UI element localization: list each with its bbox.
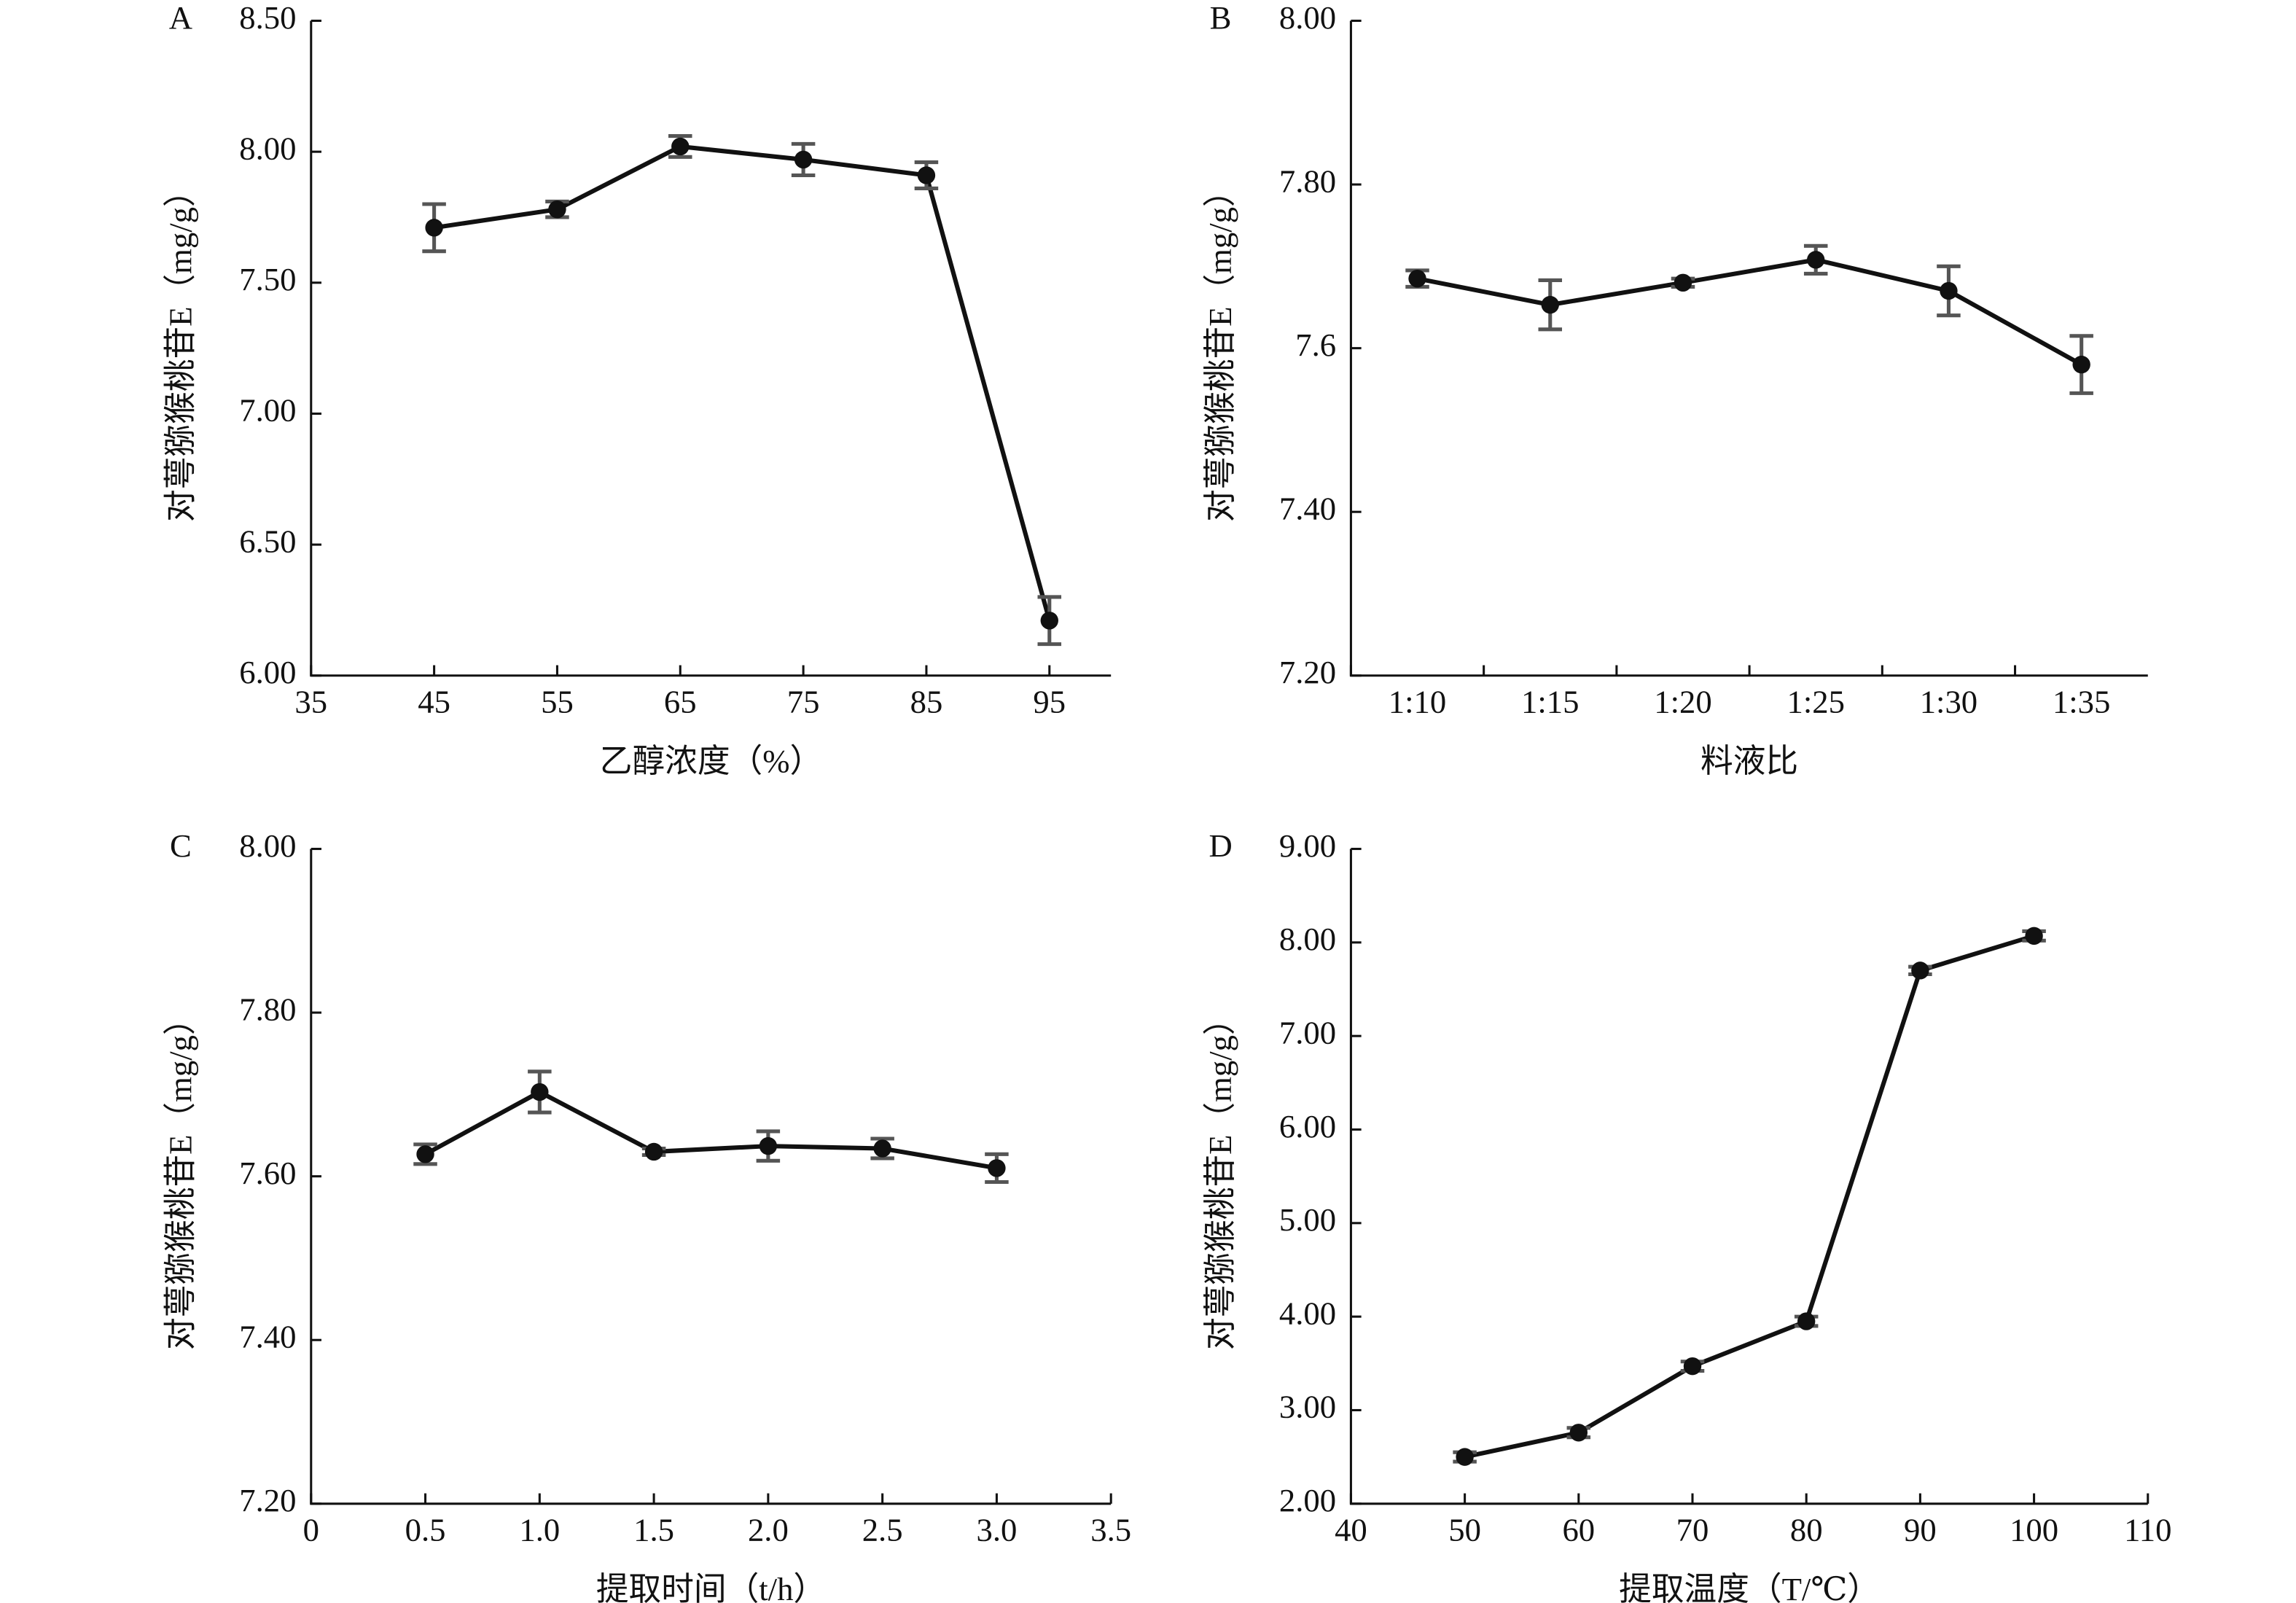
x-tick-label: 1:30 [1920,684,1977,720]
axis-line [310,20,1112,677]
x-tick-label: 1:35 [2053,684,2110,720]
x-tick-label: 1:15 [1521,684,1579,720]
x-axis-label: 提取时间（t/h） [596,1571,826,1603]
x-tick-label: 0.5 [405,1512,446,1548]
y-tick-label: 7.6 [1295,327,1336,363]
data-point [1683,1357,1702,1376]
data-point [1674,273,1692,292]
data-point [1040,612,1058,630]
data-line [434,144,1052,622]
y-tick-label: 3.00 [1279,1389,1336,1425]
y-tick-label: 6.00 [239,654,296,690]
data-line [424,1089,997,1171]
x-tick-label: 2.5 [862,1512,903,1548]
y-tick-label: 8.00 [1279,0,1336,36]
x-axis-label: 乙醇浓度（%） [600,743,822,779]
y-axis-label: 对萼猕猴桃苷E（mg/g） [1202,174,1238,522]
y-tick-label: 4.00 [1279,1295,1336,1331]
x-tick-label: 70 [1676,1512,1709,1548]
x-tick-label: 1:20 [1654,684,1711,720]
data-point [1797,1312,1816,1330]
x-tick-label: 35 [294,684,327,720]
panel-label: C [170,827,192,864]
data-point [531,1083,549,1101]
x-tick-label: 75 [787,684,820,720]
y-tick-label: 7.00 [1279,1014,1336,1050]
y-tick-label: 8.50 [239,0,296,36]
data-point [873,1139,891,1158]
axis-line [310,849,1112,1505]
data-line [1464,933,2035,1459]
y-tick-label: 7.20 [1279,654,1336,690]
data-point [1940,281,1958,300]
x-tick-label: 0 [303,1512,319,1548]
data-point [1408,269,1426,288]
y-tick-label: 8.00 [1279,921,1336,957]
x-tick-label: 95 [1033,684,1066,720]
y-axis-label: 对萼猕猴桃苷E（mg/g） [1202,1002,1238,1350]
data-point [2072,355,2090,374]
y-tick-label: 7.40 [1279,490,1336,526]
x-tick-label: 3.5 [1090,1512,1131,1548]
data-point [644,1142,663,1161]
panel-label: D [1208,827,1232,864]
data-point [1807,251,1825,269]
y-tick-label: 9.00 [1279,827,1336,864]
x-axis-label: 料液比 [1700,743,1798,779]
x-tick-label: 40 [1335,1512,1367,1548]
y-tick-label: 7.40 [239,1318,296,1354]
x-tick-label: 80 [1790,1512,1823,1548]
data-point [2025,927,2043,945]
y-tick-label: 8.00 [239,130,296,166]
y-axis-label: 对萼猕猴桃苷E（mg/g） [162,174,198,522]
data-point [1569,1424,1588,1442]
data-point [1456,1448,1474,1466]
data-point [671,137,690,156]
x-tick-label: 100 [2010,1512,2058,1548]
data-point [759,1136,778,1155]
axis-line [1349,849,2148,1505]
x-axis-label: 提取温度（T/℃） [1619,1571,1880,1603]
y-tick-label: 5.00 [1279,1201,1336,1238]
y-tick-label: 2.00 [1279,1482,1336,1518]
x-tick-label: 3.0 [976,1512,1017,1548]
y-tick-label: 7.50 [239,261,296,297]
axis-line [1349,20,2148,677]
x-tick-label: 110 [2124,1512,2171,1548]
x-tick-label: 65 [664,684,697,720]
panel-label: B [1210,0,1232,36]
y-tick-label: 7.80 [239,991,296,1027]
x-tick-label: 45 [418,684,450,720]
x-tick-label: 90 [1904,1512,1937,1548]
data-point [988,1159,1006,1177]
y-axis-label: 对萼猕猴桃苷E（mg/g） [162,1002,198,1350]
x-tick-label: 60 [1562,1512,1595,1548]
data-point [794,150,813,169]
data-point [1541,295,1559,314]
y-tick-label: 7.80 [1279,163,1336,199]
y-tick-label: 7.20 [239,1482,296,1518]
data-point [917,166,936,184]
x-tick-label: 2.0 [748,1512,789,1548]
x-tick-label: 55 [541,684,574,720]
y-tick-label: 8.00 [239,827,296,864]
data-point [425,219,443,237]
panel-label: A [169,0,192,36]
x-tick-label: 1.5 [633,1512,674,1548]
y-tick-label: 7.60 [239,1155,296,1191]
x-tick-label: 1:25 [1787,684,1844,720]
x-tick-label: 85 [910,684,943,720]
x-tick-label: 1:10 [1389,684,1446,720]
data-point [416,1145,434,1163]
x-tick-label: 50 [1448,1512,1481,1548]
data-point [548,200,566,219]
y-tick-label: 6.50 [239,523,296,559]
x-tick-label: 1.0 [519,1512,560,1548]
y-tick-label: 7.00 [239,392,296,429]
y-tick-label: 6.00 [1279,1108,1336,1144]
data-line [1416,257,2083,367]
data-point [1911,962,1929,980]
